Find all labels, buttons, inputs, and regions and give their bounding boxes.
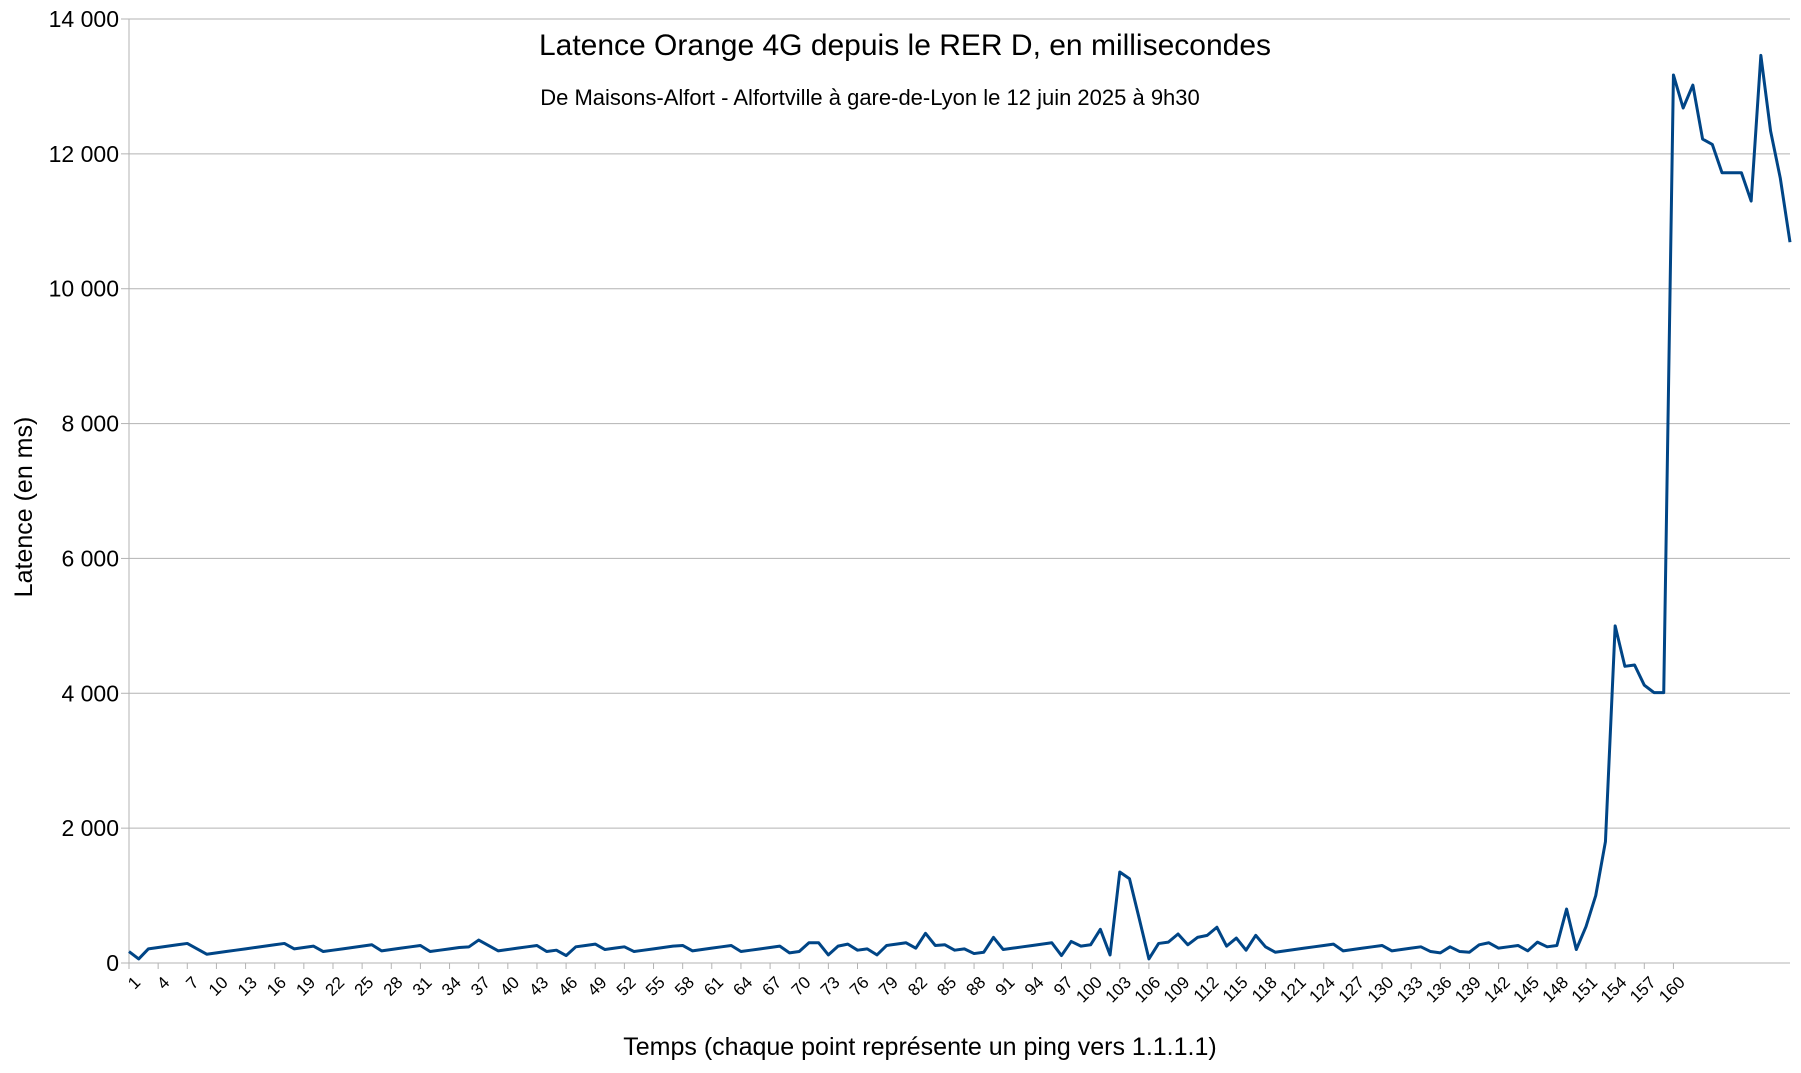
- x-tick-label: 1: [124, 973, 144, 993]
- x-tick-label: 136: [1422, 973, 1455, 1006]
- x-tick-label: 76: [846, 973, 873, 1000]
- x-tick-label: 124: [1306, 973, 1339, 1006]
- x-axis-title: Temps (chaque point représente un ping v…: [623, 1033, 1216, 1061]
- x-tick-label: 88: [963, 973, 990, 1000]
- x-tick-label: 100: [1072, 973, 1105, 1006]
- x-tick-label: 73: [817, 973, 844, 1000]
- x-tick-label: 49: [584, 973, 611, 1000]
- x-tick-label: 4: [153, 973, 173, 993]
- chart-subtitle: De Maisons-Alfort - Alfortville à gare-d…: [540, 85, 1200, 110]
- x-tick-label: 46: [555, 973, 582, 1000]
- x-tick-label: 43: [525, 973, 552, 1000]
- y-tick-label: 6 000: [61, 545, 119, 571]
- x-tick-label: 139: [1451, 973, 1484, 1006]
- y-tick-label: 8 000: [61, 411, 119, 437]
- x-tick-label: 94: [1021, 973, 1048, 1000]
- x-tick-label: 61: [700, 973, 727, 1000]
- y-tick-label: 0: [106, 950, 119, 976]
- y-tick-label: 12 000: [49, 141, 119, 167]
- x-tick-label: 40: [496, 973, 523, 1000]
- x-tick-label: 7: [182, 973, 202, 993]
- y-tick-label: 10 000: [49, 276, 119, 302]
- x-tick-label: 145: [1510, 973, 1543, 1006]
- x-tick-label: 13: [234, 973, 261, 1000]
- x-tick-label: 28: [380, 973, 407, 1000]
- x-tick-label: 112: [1190, 973, 1223, 1006]
- x-tick-label: 133: [1393, 973, 1426, 1006]
- y-tick-label: 4 000: [61, 680, 119, 706]
- x-tick-label: 151: [1568, 973, 1601, 1006]
- x-tick-label: 154: [1597, 973, 1630, 1006]
- latency-series-line: [128, 53, 1792, 961]
- x-tick-label: 91: [992, 973, 1019, 1000]
- x-tick-label: 97: [1050, 973, 1077, 1000]
- x-tick-label: 19: [292, 973, 319, 1000]
- x-tick-label: 160: [1655, 973, 1688, 1006]
- chart-title: Latence Orange 4G depuis le RER D, en mi…: [539, 29, 1271, 62]
- x-tick-label: 10: [205, 973, 232, 1000]
- x-tick-label: 37: [467, 973, 494, 1000]
- x-tick-label: 58: [671, 973, 698, 1000]
- x-tick-label: 127: [1335, 973, 1368, 1006]
- x-tick-label: 22: [321, 973, 348, 1000]
- x-tick-label: 142: [1480, 973, 1513, 1006]
- x-tick-label: 121: [1276, 973, 1309, 1006]
- x-tick-label: 130: [1364, 973, 1397, 1006]
- x-tick-label: 16: [263, 973, 290, 1000]
- x-tick-label: 70: [788, 973, 815, 1000]
- x-tick-label: 79: [875, 973, 902, 1000]
- x-tick-label: 109: [1160, 973, 1193, 1006]
- x-tick-label: 25: [351, 973, 378, 1000]
- y-tick-label: 14 000: [49, 6, 119, 32]
- x-tick-label: 31: [409, 973, 436, 1000]
- x-tick-label: 67: [759, 973, 786, 1000]
- x-tick-label: 52: [613, 973, 640, 1000]
- y-tick-label: 2 000: [61, 815, 119, 841]
- x-tick-label: 55: [642, 973, 669, 1000]
- x-tick-label: 115: [1219, 973, 1252, 1006]
- x-tick-label: 118: [1248, 973, 1281, 1006]
- y-axis-title: Latence (en ms): [10, 417, 38, 598]
- x-tick-label: 34: [438, 973, 465, 1000]
- x-tick-label: 85: [933, 973, 960, 1000]
- x-tick-label: 148: [1539, 973, 1572, 1006]
- x-tick-label: 106: [1131, 973, 1164, 1006]
- x-tick-label: 64: [729, 973, 756, 1000]
- x-tick-label: 157: [1626, 973, 1659, 1006]
- x-tick-label: 82: [904, 973, 931, 1000]
- x-tick-label: 103: [1102, 973, 1135, 1006]
- plot-area: 0 2 000 4 000 6 000 8 000 10 000 12 000 14 000 1…: [49, 6, 1792, 1006]
